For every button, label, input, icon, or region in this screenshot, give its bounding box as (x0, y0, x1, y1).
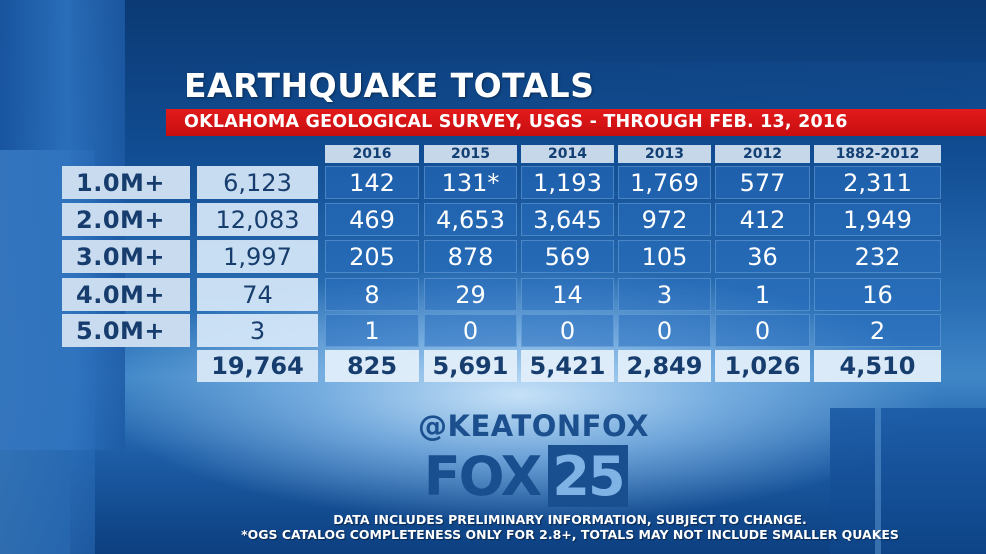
table-cell: 3 (618, 278, 711, 311)
logo-number: 25 (552, 444, 625, 508)
column-header: 2013 (618, 145, 711, 163)
subtitle: OKLAHOMA GEOLOGICAL SURVEY, USGS - THROU… (184, 112, 848, 132)
table-cell: 105 (618, 240, 711, 273)
table-cell: 36 (715, 240, 810, 273)
table-cell: 0 (618, 314, 711, 347)
column-total: 4,510 (814, 350, 941, 382)
table-cell: 1,193 (521, 166, 614, 199)
decorative-block-edge (875, 408, 881, 554)
row-total: 12,083 (197, 203, 318, 236)
table-cell: 232 (814, 240, 941, 273)
table-cell: 469 (325, 203, 419, 236)
table-cell: 1,769 (618, 166, 711, 199)
column-header: 2014 (521, 145, 614, 163)
table-cell: 569 (521, 240, 614, 273)
column-header: 1882-2012 (814, 145, 941, 163)
table-cell: 1,949 (814, 203, 941, 236)
social-handle: @KEATONFOX (418, 409, 649, 443)
table-cell: 4,653 (424, 203, 517, 236)
row-total: 1,997 (197, 240, 318, 273)
row-total: 6,123 (197, 166, 318, 199)
subtitle-bar: OKLAHOMA GEOLOGICAL SURVEY, USGS - THROU… (166, 109, 986, 136)
column-total: 5,691 (424, 350, 517, 382)
logo-text: FOX (423, 444, 543, 508)
magnitude-label: 4.0M+ (62, 278, 190, 311)
title-band (165, 62, 986, 112)
table-cell: 131* (424, 166, 517, 199)
table-cell: 0 (424, 314, 517, 347)
table-cell: 205 (325, 240, 419, 273)
table-cell: 1 (325, 314, 419, 347)
table-cell: 577 (715, 166, 810, 199)
table-cell: 16 (814, 278, 941, 311)
column-total: 5,421 (521, 350, 614, 382)
page-title: EARTHQUAKE TOTALS (184, 66, 595, 105)
column-total: 1,026 (715, 350, 810, 382)
column-total: 825 (325, 350, 419, 382)
table-cell: 1 (715, 278, 810, 311)
row-total: 74 (197, 278, 318, 311)
table-cell: 14 (521, 278, 614, 311)
table-cell: 0 (521, 314, 614, 347)
column-header: 2012 (715, 145, 810, 163)
decorative-block (830, 408, 986, 554)
fox25-logo: FOX 25 (418, 444, 628, 508)
magnitude-label: 2.0M+ (62, 203, 190, 236)
table-cell: 412 (715, 203, 810, 236)
grand-total: 19,764 (197, 350, 318, 382)
table-cell: 29 (424, 278, 517, 311)
row-total: 3 (197, 314, 318, 347)
magnitude-label: 3.0M+ (62, 240, 190, 273)
table-cell: 2,311 (814, 166, 941, 199)
table-cell: 878 (424, 240, 517, 273)
table-cell: 2 (814, 314, 941, 347)
magnitude-label: 1.0M+ (62, 166, 190, 199)
column-header: 2016 (325, 145, 419, 163)
table-cell: 0 (715, 314, 810, 347)
disclaimer-line-2: *OGS CATALOG COMPLETENESS ONLY FOR 2.8+,… (241, 527, 899, 542)
table-cell: 142 (325, 166, 419, 199)
magnitude-label: 5.0M+ (62, 314, 190, 347)
disclaimer-line-1: DATA INCLUDES PRELIMINARY INFORMATION, S… (333, 512, 807, 527)
logo-number-box: 25 (548, 444, 628, 508)
column-total: 2,849 (618, 350, 711, 382)
table-cell: 8 (325, 278, 419, 311)
table-cell: 3,645 (521, 203, 614, 236)
table-cell: 972 (618, 203, 711, 236)
column-header: 2015 (424, 145, 517, 163)
